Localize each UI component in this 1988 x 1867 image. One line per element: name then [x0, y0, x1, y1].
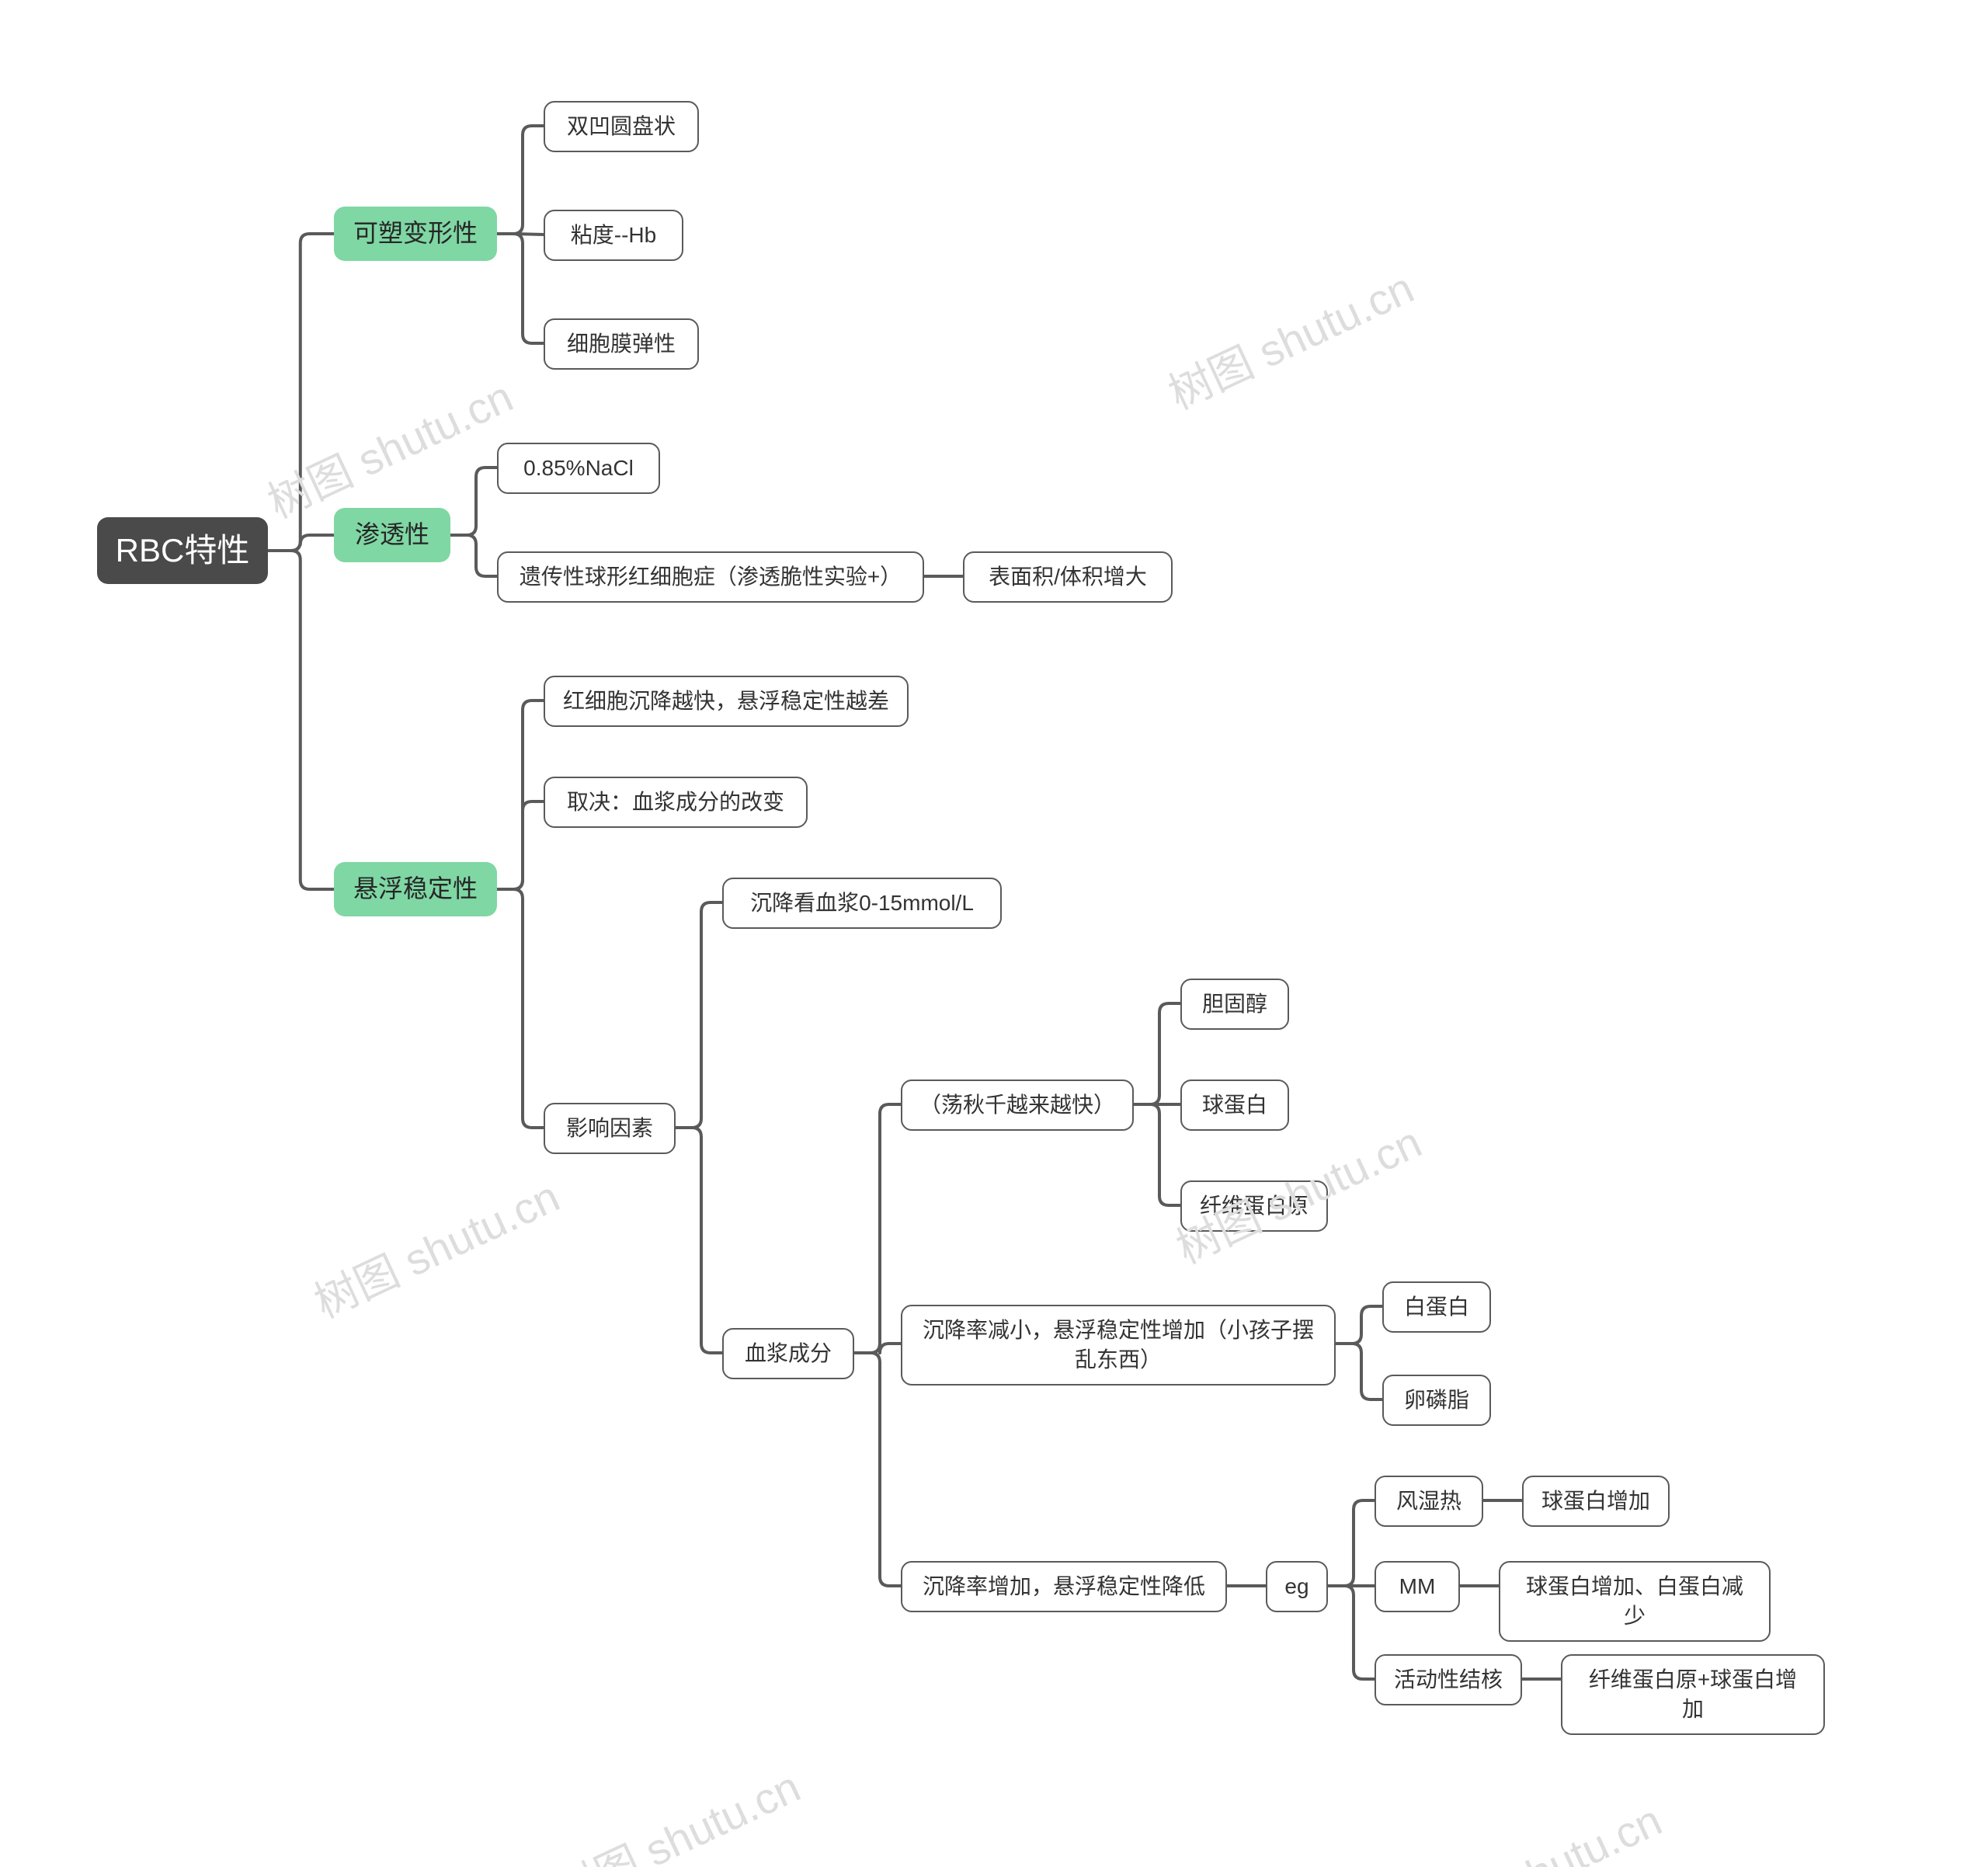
watermark-1: 树图 shutu.cn	[1157, 254, 1423, 422]
node-A[interactable]: 可塑变形性	[334, 207, 497, 261]
node-E2[interactable]: MM	[1375, 1561, 1460, 1612]
edge-root-B	[268, 535, 334, 551]
edge-C3-C3b	[676, 1128, 722, 1353]
node-B2a[interactable]: 表面积/体积增大	[963, 551, 1173, 603]
edge-D1-D1a	[1134, 1003, 1180, 1104]
node-B[interactable]: 渗透性	[334, 508, 450, 562]
node-C1[interactable]: 红细胞沉降越快，悬浮稳定性越差	[544, 676, 909, 727]
edge-C-C2	[497, 801, 544, 889]
edge-root-C	[268, 551, 334, 889]
node-C[interactable]: 悬浮稳定性	[334, 862, 497, 916]
edge-C3b-D2	[854, 1344, 901, 1353]
node-D1b[interactable]: 球蛋白	[1180, 1080, 1289, 1131]
node-A3[interactable]: 细胞膜弹性	[544, 318, 699, 370]
edge-D2-D2b	[1336, 1344, 1382, 1399]
node-A2[interactable]: 粘度--Hb	[544, 210, 683, 261]
edge-A-A2	[497, 234, 544, 235]
node-D2b[interactable]: 卵磷脂	[1382, 1375, 1491, 1426]
node-C3[interactable]: 影响因素	[544, 1103, 676, 1154]
watermark-4: 树图 shutu.cn	[544, 1753, 809, 1867]
edge-B-B2	[450, 535, 497, 576]
node-A1[interactable]: 双凹圆盘状	[544, 101, 699, 152]
node-D3[interactable]: 沉降率增加，悬浮稳定性降低	[901, 1561, 1227, 1612]
node-E3[interactable]: 活动性结核	[1375, 1654, 1522, 1705]
node-root[interactable]: RBC特性	[97, 517, 268, 584]
node-C3a[interactable]: 沉降看血浆0-15mmol/L	[722, 878, 1002, 929]
edge-C3b-D3	[854, 1353, 901, 1586]
node-B1[interactable]: 0.85%NaCl	[497, 443, 660, 494]
edge-C-C3	[497, 889, 544, 1128]
watermark-2: 树图 shutu.cn	[303, 1163, 568, 1331]
node-B2[interactable]: 遗传性球形红细胞症（渗透脆性实验+）	[497, 551, 924, 603]
mindmap-canvas: RBC特性 可塑变形性 双凹圆盘状粘度--Hb 细胞膜弹性渗透性 0.85%NaCl 遗传…	[0, 0, 1988, 1867]
edge-C3-C3a	[676, 902, 722, 1128]
edge-A-A1	[497, 126, 544, 234]
edge-A-A3	[497, 234, 544, 343]
node-E1a[interactable]: 球蛋白增加	[1522, 1476, 1670, 1527]
edge-D2-D2a	[1336, 1306, 1382, 1344]
node-C2[interactable]: 取决：血浆成分的改变	[544, 777, 808, 828]
edge-C3b-D1	[854, 1104, 901, 1353]
node-D3eg[interactable]: eg	[1266, 1561, 1328, 1612]
node-D1c[interactable]: 纤维蛋白原	[1180, 1180, 1328, 1232]
node-D1[interactable]: （荡秋千越来越快）	[901, 1080, 1134, 1131]
node-D2[interactable]: 沉降率减小，悬浮稳定性增加（小孩子摆乱东西）	[901, 1305, 1336, 1385]
node-D2a[interactable]: 白蛋白	[1382, 1281, 1491, 1333]
node-E3a[interactable]: 纤维蛋白原+球蛋白增加	[1561, 1654, 1825, 1735]
edge-B-B1	[450, 468, 497, 535]
edge-C-C1	[497, 701, 544, 889]
node-E2a[interactable]: 球蛋白增加、白蛋白减少	[1499, 1561, 1771, 1642]
node-D1a[interactable]: 胆固醇	[1180, 979, 1289, 1030]
edge-D3eg-E3	[1328, 1586, 1375, 1679]
node-E1[interactable]: 风湿热	[1375, 1476, 1483, 1527]
edge-root-A	[268, 234, 334, 551]
edge-D3eg-E1	[1328, 1500, 1375, 1586]
watermark-5: shutu.cn	[1499, 1795, 1669, 1867]
edge-D1-D1c	[1134, 1104, 1180, 1205]
node-C3b[interactable]: 血浆成分	[722, 1328, 854, 1379]
watermark-0: 树图 shutu.cn	[256, 363, 522, 531]
